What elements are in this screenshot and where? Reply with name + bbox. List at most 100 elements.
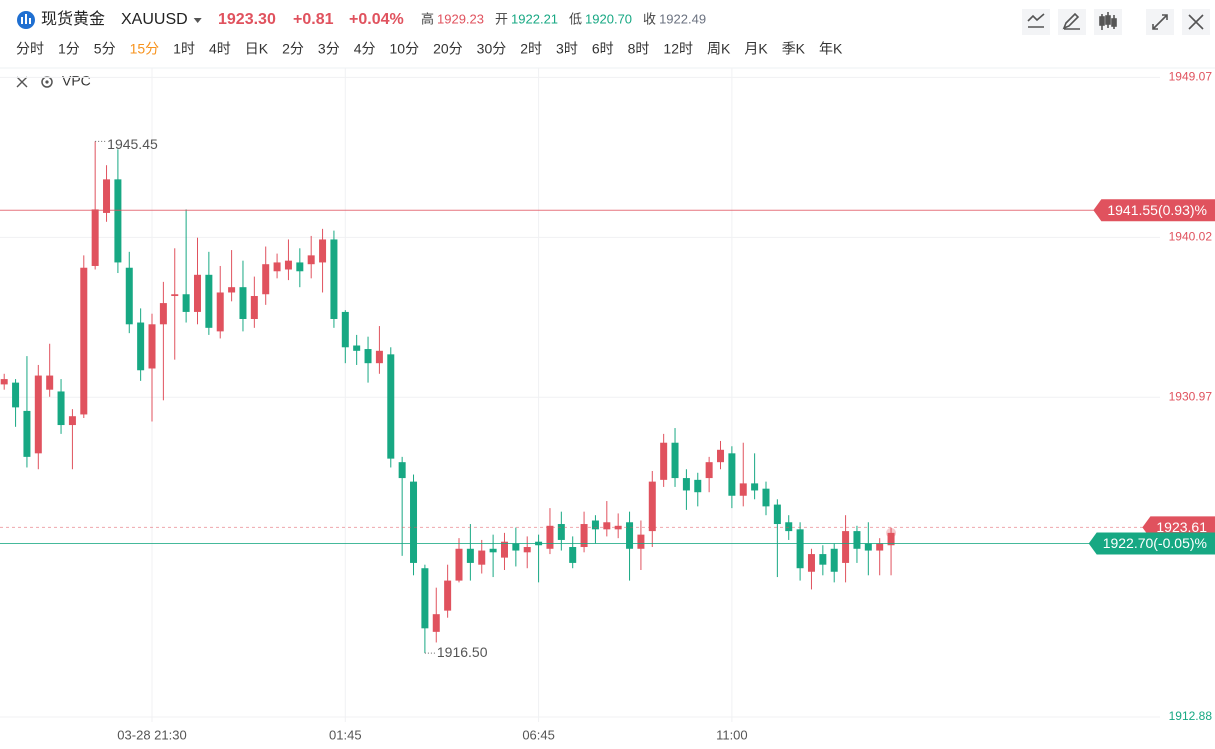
timeframe-tab[interactable]: 年K (819, 41, 843, 57)
candle-body (523, 547, 531, 553)
candle-body (705, 462, 713, 479)
line-chart-button[interactable] (1022, 9, 1050, 35)
timeframe-tab[interactable]: 3时 (556, 41, 578, 57)
timeframe-tab[interactable]: 4分 (354, 41, 376, 57)
y-tick-label: 1930.97 (1169, 389, 1213, 403)
candle-body (591, 520, 599, 530)
stat-label: 低 (569, 11, 582, 26)
candle-body (842, 531, 850, 563)
candle-body (353, 345, 361, 351)
price-tag: 1941.55(0.93)% (1093, 199, 1215, 222)
candle-body (478, 550, 486, 565)
timeframe-tab[interactable]: 分时 (16, 41, 44, 57)
candle-body (455, 548, 463, 581)
candle-body (91, 209, 99, 266)
timeframe-tab[interactable]: 2分 (282, 41, 304, 57)
timeframe-tab[interactable]: 4时 (209, 41, 231, 57)
candle-body (421, 568, 429, 629)
candle-body (296, 262, 304, 272)
candle-body (182, 294, 190, 312)
candle-body (876, 543, 884, 551)
candle-body (557, 524, 565, 540)
timeframe-tab[interactable]: 周K (707, 41, 731, 57)
symbol-name[interactable]: 现货黄金 (41, 10, 105, 28)
candle-body (239, 287, 247, 319)
candle-body (512, 543, 520, 551)
x-tick-label: 03-28 21:30 (117, 727, 186, 742)
candle-body (341, 311, 349, 348)
candle-body (284, 260, 292, 270)
indicator-close[interactable] (16, 76, 28, 88)
timeframe-tab[interactable]: 1分 (58, 41, 80, 57)
timeframe-tab[interactable]: 15分 (130, 41, 160, 57)
timeframe-tab[interactable]: 8时 (628, 41, 650, 57)
candle-button[interactable] (1094, 9, 1122, 35)
timeframe-tab[interactable]: 2时 (520, 41, 542, 57)
candle-body (444, 580, 452, 611)
candle-body (637, 534, 645, 549)
price-tag-box (1093, 199, 1215, 222)
candle-body (830, 548, 838, 572)
x-tick-label: 01:45 (329, 727, 362, 742)
stat-value: 1920.70 (585, 11, 632, 26)
candle-body (728, 453, 736, 496)
stat-label: 高 (421, 11, 434, 26)
candle-body (12, 382, 20, 408)
indicator-name: VPC (62, 73, 91, 89)
fullscreen-button[interactable] (1146, 9, 1174, 35)
annotation-label: 1916.50 (437, 644, 488, 660)
price-tag-label: 1941.55(0.93)% (1107, 202, 1207, 218)
candle-body (626, 522, 634, 549)
timeframe-tab[interactable]: 6时 (592, 41, 614, 57)
timeframe-tab[interactable]: 3分 (318, 41, 340, 57)
candle-body (193, 274, 201, 312)
candle-body (330, 239, 338, 319)
candle-body (762, 488, 770, 507)
candle-body (466, 548, 474, 563)
timeframe-tab[interactable]: 12时 (663, 41, 693, 57)
price-tag-box (1088, 532, 1215, 555)
candle-body (671, 442, 679, 479)
timeframe-tab[interactable]: 1时 (173, 41, 195, 57)
candle-body (137, 322, 145, 371)
draw-button[interactable] (1058, 9, 1086, 35)
candle-body (751, 483, 759, 491)
candle-body (273, 262, 281, 272)
y-tick-label: 1940.02 (1169, 230, 1213, 244)
timeframe-tab[interactable]: 季K (782, 41, 806, 57)
stat-value: 1929.23 (437, 11, 484, 26)
candle-body (80, 267, 88, 415)
toolbar (1022, 9, 1210, 35)
candle-body (23, 410, 31, 457)
candle-body (500, 541, 508, 558)
candle-body (46, 375, 54, 390)
timeframe-tab[interactable]: 20分 (433, 41, 463, 57)
candle-body (773, 504, 781, 525)
candle-body (319, 239, 327, 263)
candle-body (250, 296, 258, 319)
candle-body (785, 522, 793, 532)
timeframe-tab[interactable]: 日K (245, 41, 269, 57)
candle-body (216, 292, 224, 332)
timeframe-tab[interactable]: 30分 (477, 41, 507, 57)
indicator-settings[interactable] (41, 76, 53, 88)
candle-body (307, 255, 315, 265)
candle-body (796, 529, 804, 569)
price-change: +0.81 (293, 11, 334, 28)
x-tick-label: 06:45 (522, 727, 555, 742)
timeframe-tab[interactable]: 5分 (94, 41, 116, 57)
price-change-pct: +0.04% (349, 11, 404, 28)
close-button[interactable] (1182, 9, 1210, 35)
candle-body (387, 354, 395, 459)
candle-body (103, 179, 111, 213)
annotation-label: 1945.45 (107, 136, 158, 152)
candle-body (853, 531, 861, 549)
timeframe-tab[interactable]: 10分 (390, 41, 420, 57)
symbol-code[interactable]: XAUUSD (121, 11, 188, 28)
candle-body (569, 547, 577, 563)
symbol-icon (17, 11, 35, 29)
timeframe-tab[interactable]: 月K (744, 41, 768, 57)
symbol-dropdown[interactable] (193, 18, 202, 23)
candle-body (648, 481, 656, 532)
